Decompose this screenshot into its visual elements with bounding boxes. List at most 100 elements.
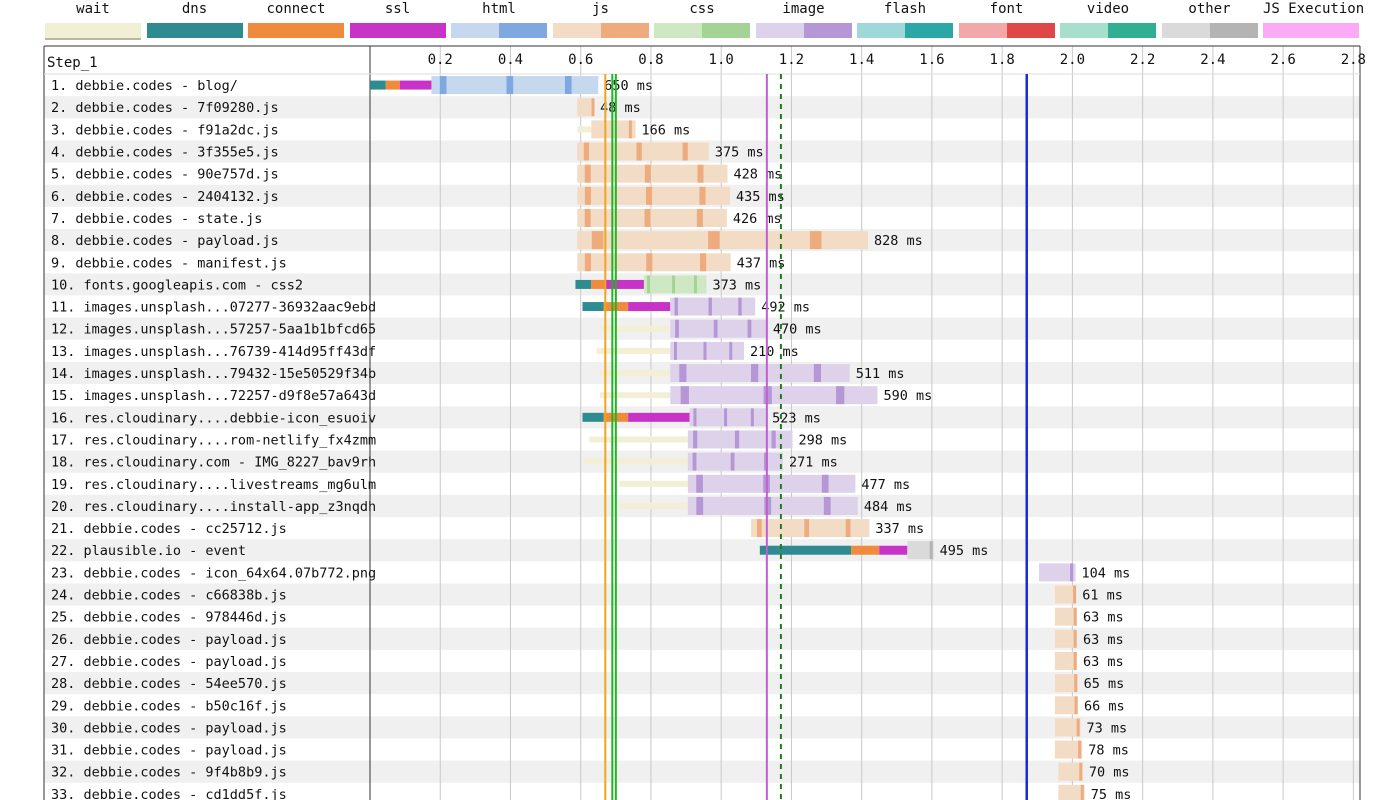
data-chunk [583, 142, 590, 161]
request-label: 13. images.unsplash...76739-414d95ff43df [51, 344, 376, 360]
request-label: 4. debbie.codes - 3f355e5.js [51, 145, 279, 161]
data-chunk [804, 519, 810, 538]
dns-segment [582, 412, 604, 422]
request-label: 24. debbie.codes - c66838b.js [51, 588, 287, 604]
duration-label: 437 ms [737, 255, 786, 271]
legend-swatch [958, 23, 1055, 38]
request-label: 30. debbie.codes - payload.js [51, 720, 287, 736]
download-segment [577, 164, 728, 183]
legend-label: image [782, 1, 825, 17]
legend-label: dns [181, 1, 208, 17]
dns-segment [582, 302, 604, 312]
legend-item-ssl: ssl [349, 0, 446, 42]
duration-label: 590 ms [883, 388, 932, 404]
row-background [44, 627, 1360, 650]
data-chunk [584, 164, 591, 183]
data-chunk [703, 341, 707, 360]
wait-segment [600, 392, 671, 399]
legend-swatch [552, 23, 649, 38]
request-label: 6. debbie.codes - 2404132.js [51, 189, 279, 205]
wait-segment [589, 436, 688, 443]
ssl-segment [628, 412, 690, 422]
legend-item-other: other [1161, 0, 1258, 42]
x-tick-label: 2.6 [1270, 52, 1295, 68]
download-segment [670, 386, 878, 405]
legend-label: wait [76, 1, 110, 17]
download-segment [577, 98, 595, 117]
request-label: 7. debbie.codes - state.js [51, 211, 262, 227]
data-chunk [693, 430, 698, 449]
x-tick-label: 0.8 [638, 52, 663, 68]
dns-segment [575, 279, 592, 289]
legend-swatch [857, 23, 953, 38]
wait-segment [584, 458, 688, 465]
data-chunk [696, 496, 704, 515]
request-label: 2. debbie.codes - 7f09280.js [51, 100, 279, 116]
wait-segment [619, 502, 688, 509]
download-segment [591, 120, 636, 139]
data-chunk [697, 164, 704, 183]
x-tick-label: 0.4 [498, 52, 523, 68]
data-chunk [747, 319, 752, 338]
data-chunk [734, 430, 740, 449]
x-tick-label: 1.8 [990, 52, 1015, 68]
legend-swatch [45, 23, 141, 40]
legend-label: JS Execution [1263, 1, 1365, 17]
request-label: 14. images.unsplash...79432-15e50529f34b [51, 366, 376, 382]
data-chunk [1073, 585, 1077, 604]
data-chunk [1070, 563, 1074, 582]
duration-label: 104 ms [1082, 565, 1131, 581]
request-label: 22. plausible.io - event [51, 543, 246, 559]
data-chunk [564, 76, 572, 95]
data-chunk [738, 297, 742, 316]
request-label: 27. debbie.codes - payload.js [51, 654, 287, 670]
connect-segment [851, 545, 880, 555]
data-chunk [823, 496, 831, 515]
wait-segment [596, 347, 671, 354]
x-tick-label: 2.8 [1341, 52, 1366, 68]
legend-item-dns: dns [146, 0, 243, 42]
wait-segment [601, 325, 671, 332]
data-chunk [439, 76, 447, 95]
data-chunk [1073, 629, 1077, 648]
wait-segment [619, 480, 688, 487]
request-label: 26. debbie.codes - payload.js [51, 632, 287, 648]
row-background [44, 539, 1360, 562]
dns-segment [759, 545, 852, 555]
duration-label: 271 ms [789, 455, 838, 471]
request-label: 33. debbie.codes - cd1dd5f.js [51, 787, 287, 800]
row-background [44, 760, 1360, 783]
data-chunk [929, 541, 933, 560]
wait-segment [577, 126, 592, 133]
download-segment [1058, 784, 1085, 800]
data-chunk [584, 208, 591, 227]
data-chunk [836, 386, 845, 405]
download-segment [1054, 585, 1077, 604]
duration-label: 470 ms [773, 322, 822, 338]
legend-label: connect [266, 1, 326, 17]
duration-label: 65 ms [1084, 676, 1125, 692]
download-segment [1054, 629, 1077, 648]
duration-label: 495 ms [940, 543, 989, 559]
duration-label: 426 ms [733, 211, 782, 227]
x-tick-label: 1.2 [779, 52, 804, 68]
download-segment [577, 142, 709, 161]
legend: wait dns connect ssl html js css image flash font… [0, 0, 1400, 44]
download-segment [577, 253, 731, 272]
data-chunk [673, 341, 677, 360]
x-tick-label: 0.2 [428, 52, 453, 68]
download-segment [431, 76, 599, 95]
data-chunk [730, 452, 735, 471]
request-label: 3. debbie.codes - f91a2dc.js [51, 122, 279, 138]
request-label: 31. debbie.codes - payload.js [51, 743, 287, 759]
duration-label: 298 ms [798, 432, 847, 448]
request-label: 16. res.cloudinary....debbie-icon_esuoiv [51, 410, 376, 426]
request-label: 15. images.unsplash...72257-d9f8e57a643d [51, 388, 376, 404]
duration-label: 477 ms [861, 477, 910, 493]
data-chunk [708, 231, 720, 250]
data-chunk [756, 519, 762, 538]
request-label: 23. debbie.codes - icon_64x64.07b772.png [51, 565, 376, 581]
data-chunk [696, 474, 703, 493]
data-chunk [1074, 696, 1078, 715]
